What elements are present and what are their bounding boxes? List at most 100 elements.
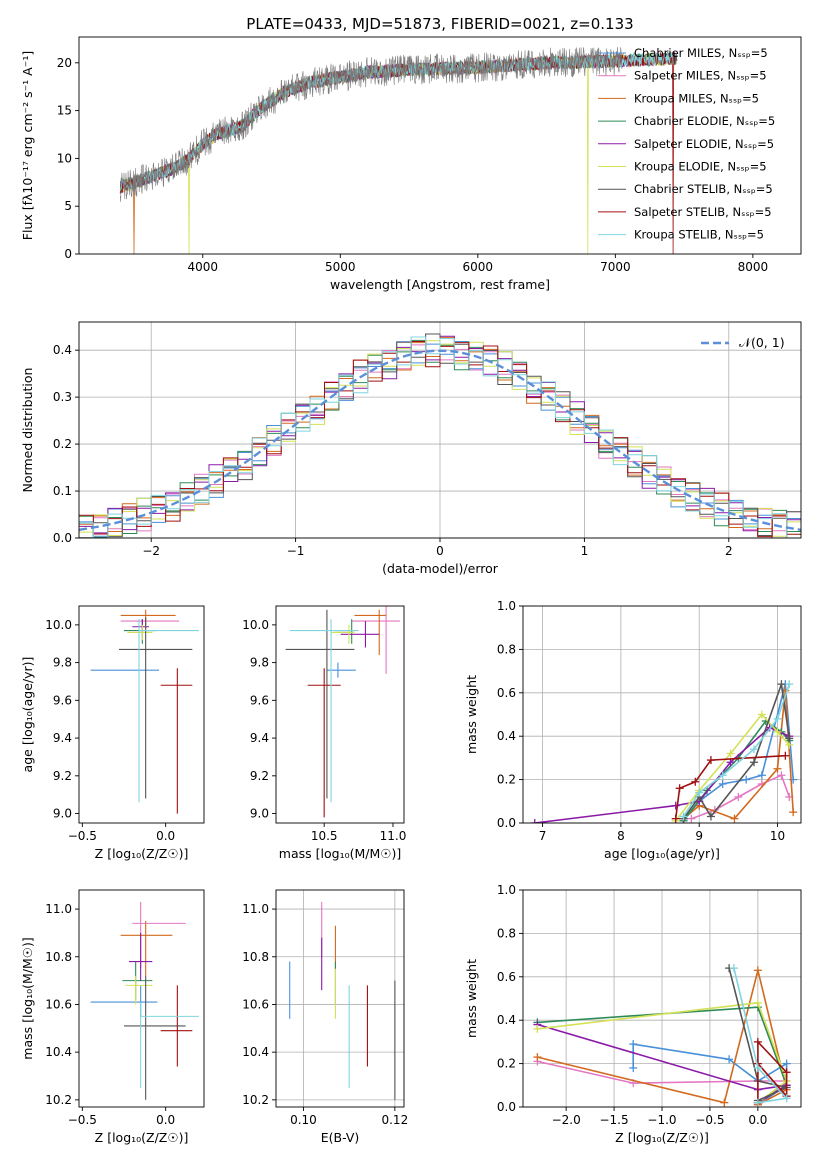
- legend: Chabrier MILES, Nₛₛₚ=5 Salpeter MILES, Nₛ…: [598, 46, 775, 242]
- x-tick-label: 2: [725, 544, 733, 558]
- y-axis-label: Flux [fλ10⁻¹⁷ erg cm⁻² s⁻¹ A⁻¹]: [20, 51, 35, 240]
- y-tick-label: 10.4: [45, 1045, 72, 1059]
- legend-label: Kroupa ELODIE, Nₛₛₚ=5: [634, 160, 767, 174]
- axes-frame: −2.0 −1.5 −1.0 −0.5 0.0 0.0 0.2 0.4 0.6 0.8 1.0 Z […: [464, 883, 802, 1145]
- weight-series-salpeter-stelib: [671, 751, 790, 823]
- y-tick-label: 0.4: [53, 343, 72, 357]
- observed-spectrum-line: [120, 46, 623, 202]
- x-tick-label: 0.0: [748, 1113, 767, 1127]
- x-tick-label: −2.0: [552, 1113, 581, 1127]
- x-axis-label: E(B-V): [321, 1130, 360, 1145]
- panel-weight-vs-Z: −2.0 −1.5 −1.0 −0.5 0.0 0.0 0.2 0.4 0.6 0.8 1.0 Z […: [464, 883, 802, 1145]
- y-tick-label: 0.0: [497, 816, 516, 830]
- y-tick-label: 10.6: [242, 997, 269, 1011]
- weight-line: [682, 690, 794, 820]
- y-tick-label: 0.2: [497, 773, 516, 787]
- errorbar-chabrier-stelib: [285, 609, 355, 799]
- histogram-salpeter-stelib: [79, 341, 801, 538]
- errorbar-salpeter-stelib: [307, 668, 341, 818]
- y-tick-label: 10.8: [45, 950, 72, 964]
- weight-series-kroupa-stelib: [729, 964, 791, 1107]
- y-tick-label: 10.6: [45, 997, 72, 1011]
- y-tick-label: 0.6: [497, 970, 516, 984]
- y-tick-label: 9.8: [250, 656, 269, 670]
- y-tick-label: 9.4: [53, 731, 72, 745]
- errorbar-salpeter-miles: [351, 606, 400, 674]
- y-tick-label: 0.4: [497, 1013, 516, 1027]
- errorbar-salpeter-stelib: [160, 668, 193, 814]
- axes-box: [78, 605, 205, 824]
- x-tick-label: 7000: [600, 260, 631, 274]
- x-tick-label: −0.5: [695, 1113, 724, 1127]
- figure-title: PLATE=0433, MJD=51873, FIBERID=0021, z=0…: [246, 15, 633, 33]
- x-tick-label: 0.0: [156, 1113, 175, 1127]
- y-tick-label: 0.0: [497, 1100, 516, 1114]
- axes-box: [275, 605, 405, 824]
- panel-spectrum: 4000 5000 6000 7000 8000 0 5 10 15 20 wavelength […: [20, 36, 802, 292]
- panel-mass-vs-Z: −0.5 0.0 10.2 10.4 10.6 10.8 11.0 Z [log₁₀(Z/Z☉…: [20, 889, 205, 1145]
- plot-area: [90, 901, 199, 1100]
- y-tick-label: 9.6: [250, 693, 269, 707]
- y-axis-label: Normed distribution: [20, 368, 35, 493]
- legend-label: Salpeter ELODIE, Nₛₛₚ=5: [634, 137, 774, 151]
- legend-label: Kroupa MILES, Nₛₛₚ=5: [634, 91, 759, 105]
- x-axis-label: Z [log₁₀(Z/Z☉)]: [615, 1130, 709, 1145]
- y-tick-label: 9.2: [53, 769, 72, 783]
- x-tick-label: 0.12: [381, 1113, 408, 1127]
- y-tick-label: 0.3: [53, 390, 72, 404]
- legend-label: Salpeter MILES, Nₛₛₚ=5: [634, 69, 767, 83]
- errorbar-kroupa-stelib: [138, 619, 199, 803]
- errorbar-kroupa-stelib: [140, 1002, 199, 1088]
- y-tick-label: 10.0: [45, 618, 72, 632]
- x-tick-label: 1: [581, 544, 589, 558]
- plot-area: [289, 901, 396, 1100]
- histogram-kroupa-stelib: [79, 336, 801, 538]
- legend: 𝒩(0, 1): [701, 335, 785, 350]
- x-tick-label: 9: [695, 829, 703, 843]
- legend-label: Salpeter STELIB, Nₛₛₚ=5: [634, 205, 772, 219]
- y-tick-label: 0.6: [497, 686, 516, 700]
- x-axis-label: wavelength [Angstrom, rest frame]: [330, 277, 550, 292]
- y-axis-label: mass [log₁₀(M/M☉)]: [20, 937, 35, 1059]
- errorbar-salpeter-elodie: [129, 932, 153, 981]
- x-tick-label: 0: [436, 544, 444, 558]
- x-tick-label: 10: [770, 829, 785, 843]
- y-tick-label: 0.8: [497, 926, 516, 940]
- x-tick-label: −1.0: [647, 1113, 676, 1127]
- errorbar-kroupa-miles: [120, 921, 173, 976]
- y-tick-label: 20: [57, 56, 72, 70]
- y-tick-label: 10.0: [242, 618, 269, 632]
- weight-series-kroupa-stelib: [679, 680, 794, 821]
- y-tick-label: 0.1: [53, 484, 72, 498]
- errorbar-salpeter-elodie: [340, 621, 380, 648]
- y-tick-label: 9.8: [53, 656, 72, 670]
- weight-line: [537, 1001, 788, 1104]
- x-tick-label: 11.0: [380, 829, 407, 843]
- weight-line: [691, 774, 791, 820]
- y-tick-label: 1.0: [497, 599, 516, 613]
- plot-area: [533, 964, 791, 1107]
- x-tick-label: 0.0: [156, 829, 175, 843]
- y-tick-label: 10.2: [45, 1093, 72, 1107]
- legend-label: 𝒩(0, 1): [739, 335, 785, 350]
- gaussian-reference-curve: [79, 349, 801, 531]
- axes-box: [78, 36, 802, 255]
- y-tick-label: 9.0: [250, 807, 269, 821]
- x-axis-label: (data-model)/error: [382, 561, 499, 576]
- legend-label: Chabrier ELODIE, Nₛₛₚ=5: [634, 114, 775, 128]
- x-tick-label: 7: [539, 829, 547, 843]
- y-tick-label: 1.0: [497, 883, 516, 897]
- errorbar-chabrier-stelib: [124, 975, 186, 1100]
- errorbar-salpeter-stelib: [160, 985, 193, 1067]
- x-tick-label: 10.5: [311, 829, 338, 843]
- y-tick-label: 0.4: [497, 729, 516, 743]
- weight-line: [675, 713, 790, 822]
- plot-area: [79, 333, 801, 538]
- y-tick-label: 0: [64, 247, 72, 261]
- errorbar-kroupa-elodie: [127, 624, 153, 640]
- x-tick-label: −0.5: [68, 829, 97, 843]
- panel-age-vs-Z: −0.5 0.0 9.0 9.2 9.4 9.6 9.8 10.0 Z [log₁₀(Z/Z☉)…: [20, 605, 205, 861]
- x-tick-label: 6000: [463, 260, 494, 274]
- y-axis-label: age [log₁₀(age/yr)]: [20, 657, 35, 773]
